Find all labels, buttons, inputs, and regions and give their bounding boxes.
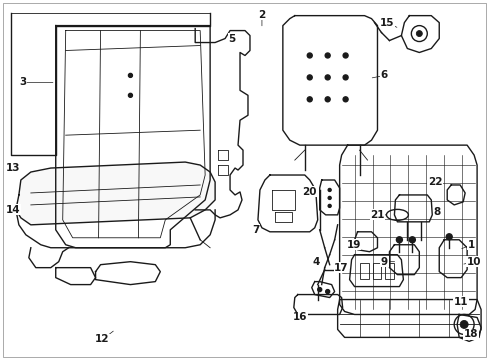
Text: 2: 2 [258, 10, 265, 20]
Text: 19: 19 [346, 240, 360, 250]
Circle shape [327, 204, 330, 207]
Bar [372, 263, 381, 279]
Text: 17: 17 [334, 263, 348, 273]
Bar [359, 263, 368, 279]
Text: 9: 9 [380, 257, 387, 267]
Text: 3: 3 [19, 77, 26, 87]
Circle shape [415, 31, 422, 37]
Circle shape [446, 234, 451, 240]
Circle shape [128, 93, 132, 97]
Text: 15: 15 [379, 18, 394, 28]
Circle shape [306, 75, 312, 80]
Circle shape [306, 53, 312, 58]
Text: 6: 6 [380, 71, 387, 80]
Text: 8: 8 [433, 207, 440, 217]
Circle shape [408, 237, 414, 243]
Circle shape [343, 75, 347, 80]
Circle shape [325, 289, 329, 293]
Circle shape [325, 53, 329, 58]
Circle shape [459, 320, 467, 328]
Text: 11: 11 [453, 297, 468, 306]
Bar [385, 263, 394, 279]
Circle shape [343, 97, 347, 102]
Circle shape [128, 73, 132, 77]
Text: 7: 7 [252, 225, 259, 235]
Circle shape [396, 237, 402, 243]
Text: 21: 21 [369, 210, 384, 220]
Circle shape [317, 288, 321, 292]
Text: 22: 22 [427, 177, 442, 187]
Text: 12: 12 [95, 334, 110, 345]
Circle shape [327, 197, 330, 199]
Text: 4: 4 [311, 257, 319, 267]
Circle shape [325, 75, 329, 80]
Text: 10: 10 [466, 257, 480, 267]
Polygon shape [16, 162, 215, 225]
Circle shape [306, 97, 312, 102]
Circle shape [325, 97, 329, 102]
Text: 1: 1 [467, 240, 474, 250]
Text: 14: 14 [5, 205, 20, 215]
Text: 20: 20 [302, 187, 316, 197]
Circle shape [343, 53, 347, 58]
Text: 13: 13 [6, 163, 20, 173]
Text: 5: 5 [228, 33, 235, 44]
Text: 16: 16 [292, 312, 306, 323]
Circle shape [327, 189, 330, 192]
Text: 18: 18 [463, 329, 477, 339]
